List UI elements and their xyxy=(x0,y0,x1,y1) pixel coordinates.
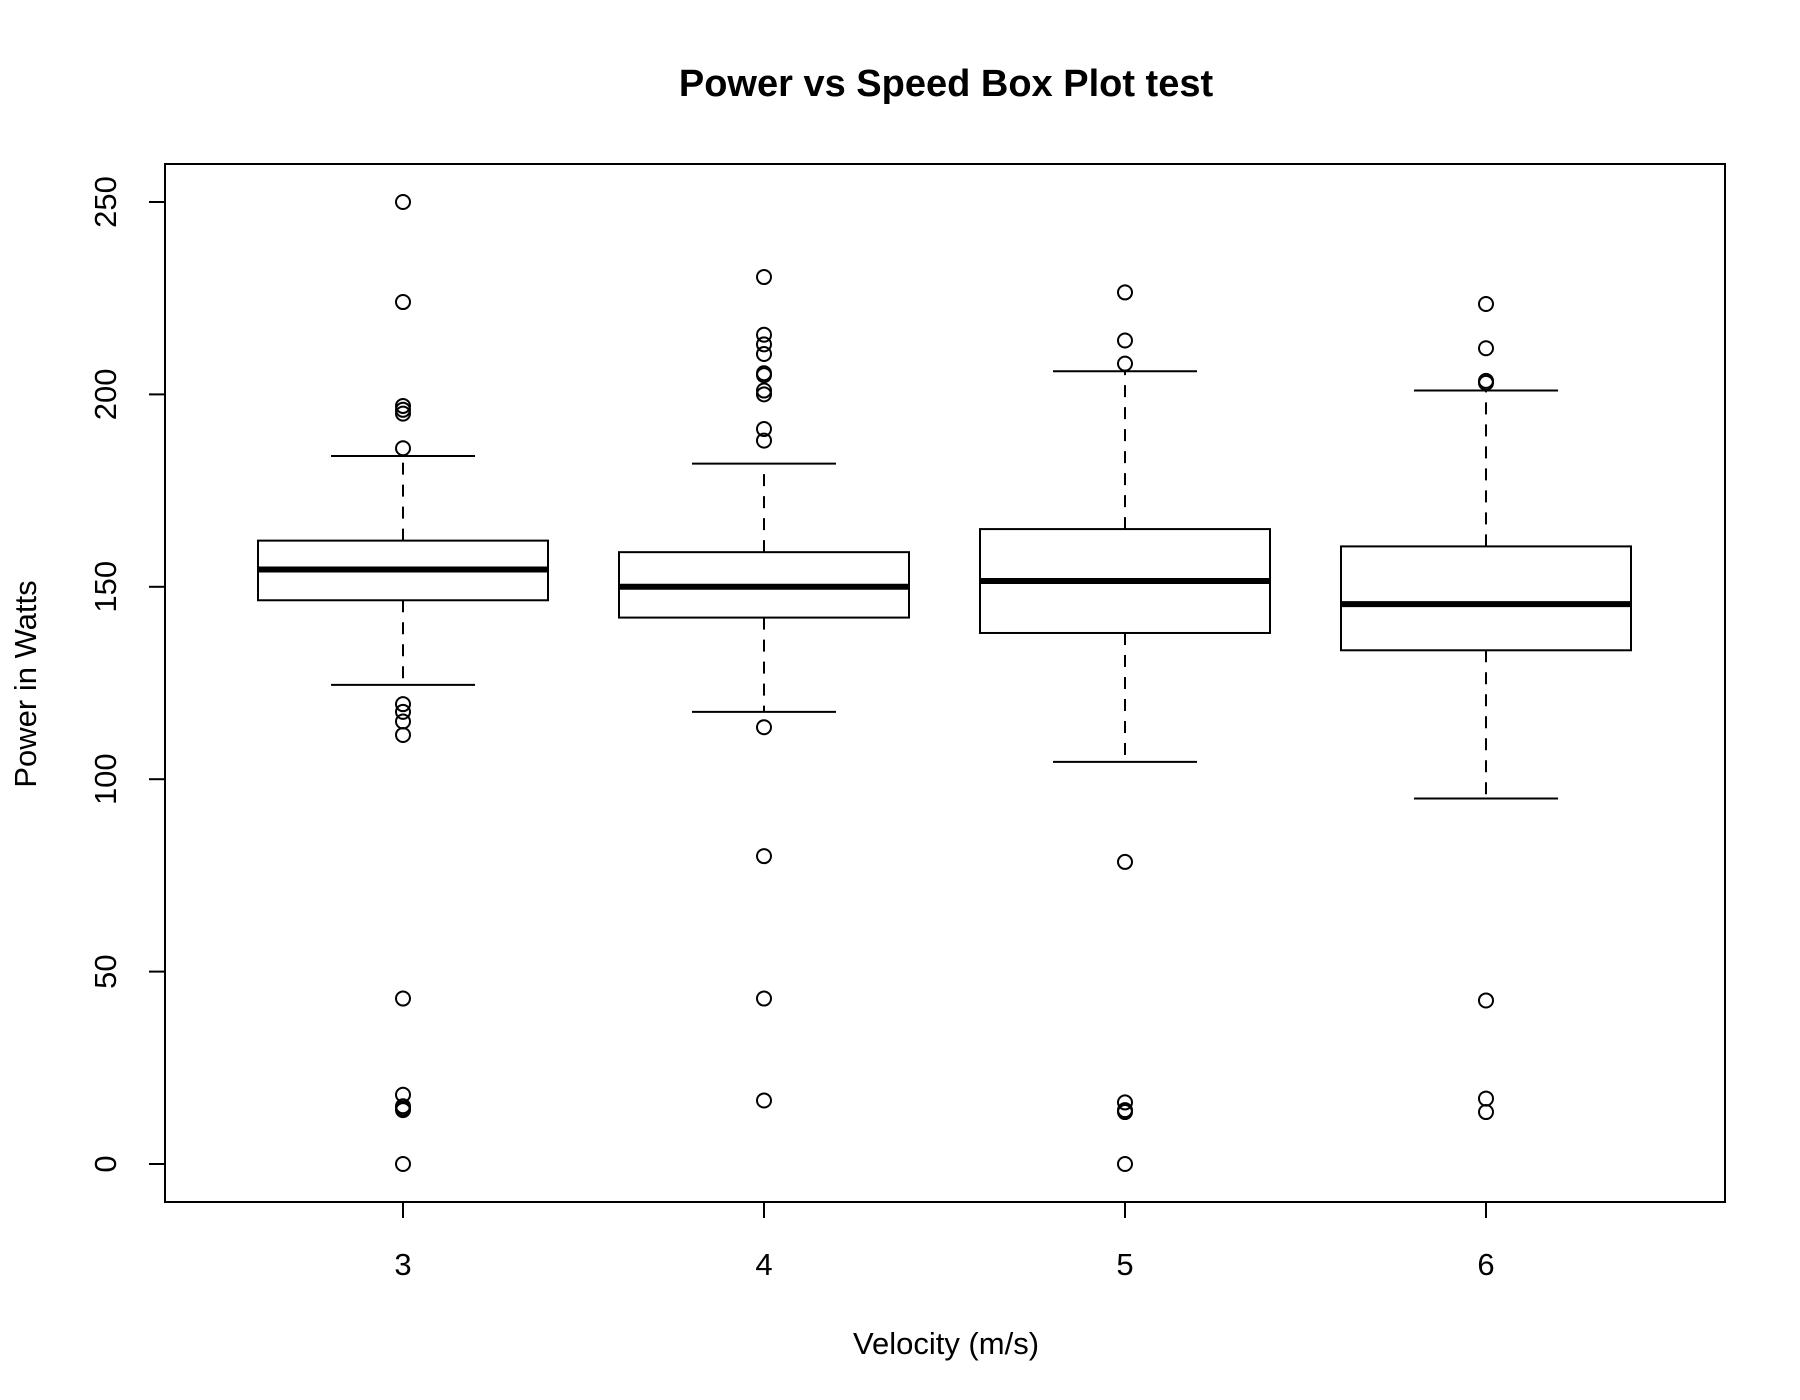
x-tick-label-5: 5 xyxy=(1116,1247,1133,1282)
outlier-point-4-11 xyxy=(756,848,772,865)
outlier-point-5-1 xyxy=(1117,332,1133,349)
outlier-point-4-10 xyxy=(756,719,772,736)
outlier-point-3-5 xyxy=(395,440,411,457)
outlier-point-4-12 xyxy=(756,990,772,1007)
y-axis-label: Power in Watts xyxy=(8,580,43,787)
outlier-point-4-3 xyxy=(756,345,772,362)
box-iqr-6 xyxy=(1340,545,1632,652)
x-tick-label-4: 4 xyxy=(755,1247,772,1282)
boxes-layer xyxy=(257,194,1632,1172)
outlier-point-5-2 xyxy=(1117,355,1133,372)
outlier-point-6-3 xyxy=(1478,374,1494,391)
y-tick-label-200: 200 xyxy=(88,369,123,421)
outlier-point-3-1 xyxy=(395,294,411,311)
y-tick-label-0: 0 xyxy=(88,1155,123,1172)
x-axis: 3 4 5 6 xyxy=(394,1202,1495,1282)
outlier-point-4-13 xyxy=(756,1092,772,1109)
y-axis: 0 50 100 150 200 250 xyxy=(88,176,166,1173)
x-axis-label: Velocity (m/s) xyxy=(853,1326,1039,1361)
outlier-point-4-5 xyxy=(756,367,772,384)
outlier-point-3-15 xyxy=(395,1156,411,1172)
x-tick-label-6: 6 xyxy=(1477,1247,1494,1282)
outlier-point-6-1 xyxy=(1478,340,1494,357)
outlier-point-6-4 xyxy=(1478,992,1494,1009)
outlier-point-3-7 xyxy=(395,703,411,720)
box-group-4 xyxy=(618,269,910,1109)
chart-title: Power vs Speed Box Plot test xyxy=(679,63,1214,105)
outlier-point-5-4 xyxy=(1117,1094,1133,1111)
outlier-point-5-0 xyxy=(1117,284,1133,301)
outlier-point-4-9 xyxy=(756,432,772,449)
y-tick-label-50: 50 xyxy=(88,954,123,988)
plot-area-frame xyxy=(164,163,1726,1203)
outlier-point-4-8 xyxy=(756,421,772,438)
outlier-point-4-0 xyxy=(756,269,772,286)
outlier-point-6-6 xyxy=(1478,1104,1494,1121)
outlier-point-3-10 xyxy=(395,990,411,1007)
outlier-point-3-14 xyxy=(395,1102,411,1119)
outlier-point-5-7 xyxy=(1117,1156,1133,1172)
outlier-point-6-5 xyxy=(1478,1090,1494,1107)
outlier-point-6-0 xyxy=(1478,295,1494,312)
outlier-point-3-4 xyxy=(395,405,411,422)
outlier-point-4-2 xyxy=(756,336,772,353)
box-group-6 xyxy=(1340,295,1632,1121)
outlier-point-3-9 xyxy=(395,726,411,743)
outlier-point-4-1 xyxy=(756,326,772,343)
y-tick-label-250: 250 xyxy=(88,176,123,228)
box-group-3 xyxy=(257,194,549,1172)
outlier-point-3-0 xyxy=(395,194,411,210)
y-tick-label-100: 100 xyxy=(88,753,123,805)
outlier-point-3-8 xyxy=(395,713,411,730)
outlier-point-5-6 xyxy=(1117,1104,1133,1121)
outlier-point-3-6 xyxy=(395,696,411,713)
outlier-point-4-7 xyxy=(756,386,772,403)
box-group-5 xyxy=(979,284,1271,1172)
outlier-point-5-3 xyxy=(1117,853,1133,870)
y-tick-label-150: 150 xyxy=(88,561,123,613)
x-tick-label-3: 3 xyxy=(394,1247,411,1282)
